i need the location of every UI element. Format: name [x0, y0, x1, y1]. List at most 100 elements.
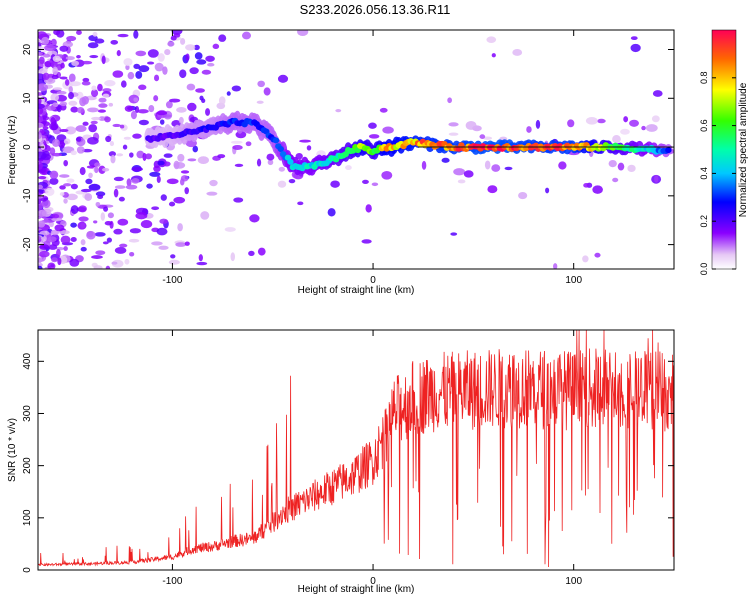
spectrogram-noise-blob	[58, 174, 70, 178]
spectrogram-noise-blob	[38, 161, 43, 170]
spectrogram-noise-blob	[41, 235, 47, 242]
snr-y-ticks: 0 100 200 300 400	[22, 353, 674, 573]
spectrogram-noise-blob	[39, 230, 50, 236]
spectrogram-noise-blob	[171, 30, 183, 35]
spectrogram-noise-blob	[80, 239, 86, 246]
spectrogram-noise-blob	[38, 203, 43, 211]
spectrogram-noise-blob	[159, 218, 168, 224]
spectrogram-noise-blob	[526, 126, 532, 133]
spectrogram-noise-blob	[171, 120, 182, 127]
spectrogram-noise-blob	[206, 191, 218, 196]
spectrogram-noise-blob	[63, 246, 68, 251]
spectrogram-noise-blob	[92, 31, 98, 37]
spectrogram-noise-blob	[335, 108, 342, 113]
spectrogram-noise-blob	[257, 247, 266, 256]
spectrogram-x-ticks: -100 0 100	[162, 30, 582, 286]
spectrogram-noise-blob	[170, 254, 176, 259]
spectrogram-noise-blob	[156, 175, 161, 184]
spectrogram-noise-blob	[44, 44, 56, 52]
spectrogram-y-tick-label: 0	[22, 144, 33, 150]
spectrogram-noise-blob	[184, 241, 190, 246]
spectrogram-noise-blob	[38, 236, 42, 243]
spectrogram-noise-blob	[102, 93, 110, 98]
spectrogram-noise-blob	[109, 141, 115, 147]
spectrogram-noise-blob	[52, 102, 59, 108]
snr-y-label: SNR (10 * v/v)	[7, 418, 18, 482]
spectrogram-noise-blob	[248, 250, 255, 256]
spectrogram-noise-blob	[54, 224, 65, 232]
spectrogram-noise-blob	[88, 172, 93, 179]
spectrogram-noise-blob	[94, 38, 105, 44]
spectrogram-noise-blob	[153, 165, 161, 173]
spectrogram-noise-blob	[123, 58, 133, 66]
spectrogram-noise-blob	[78, 216, 89, 222]
spectrogram-noise-blob	[518, 191, 528, 200]
snr-x-tick-label: 100	[565, 576, 582, 587]
spectrogram-noise-blob	[113, 176, 124, 182]
spectrogram-noise-blob	[68, 100, 78, 106]
spectrogram-noise-blob	[117, 218, 129, 226]
spectrogram-noise-blob	[147, 61, 155, 65]
spectrogram-noise-blob	[382, 126, 394, 134]
spectrogram-noise-blob	[50, 38, 57, 47]
spectrogram-noise-blob	[38, 103, 45, 109]
spectrogram-noise-blob	[89, 54, 99, 59]
spectrogram-noise-blob	[186, 83, 196, 91]
spectrogram-noise-blob	[185, 53, 190, 61]
spectrogram-noise-blob	[448, 122, 459, 127]
spectrogram-noise-blob	[69, 258, 80, 267]
spectrogram-noise-blob	[125, 184, 138, 190]
spectrogram-noise-blob	[50, 93, 59, 102]
spectrogram-noise-blob	[177, 153, 185, 162]
spectrogram-noise-blob	[133, 97, 139, 102]
spectrogram-noise-blob	[163, 153, 173, 158]
spectrogram-noise-blob	[88, 124, 98, 133]
spectrogram-noise-blob	[51, 59, 58, 69]
spectrogram-noise-blob	[76, 146, 85, 154]
spectrogram-noise-blob	[126, 178, 132, 187]
spectrogram-noise-blob	[84, 193, 93, 201]
spectrogram-noise-blob	[189, 67, 199, 75]
spectrogram-noise-blob	[58, 141, 66, 149]
spectrogram-noise-blob	[138, 119, 149, 126]
spectrogram-noise-blob	[79, 167, 86, 176]
spectrogram-noise-blob	[185, 44, 196, 51]
spectrogram-noise-blob	[38, 131, 42, 139]
spectrogram-noise-blob	[86, 230, 96, 240]
spectrogram-noise-blob	[278, 166, 285, 172]
spectrogram-noise-blob	[200, 211, 210, 220]
spectrogram-noise-blob	[138, 65, 150, 73]
spectrogram-noise-blob	[612, 177, 619, 183]
spectrogram-noise-blob	[60, 62, 65, 69]
spectrogram-noise-blob	[38, 97, 42, 105]
spectrogram-x-label: Height of straight line (km)	[298, 285, 415, 296]
spectrogram-noise-blob	[63, 138, 71, 145]
spectrogram-noise-blob	[582, 255, 589, 263]
spectrogram-noise-blob	[49, 170, 59, 180]
spectrogram-noise-blob	[66, 178, 75, 183]
spectrogram-noise-blob	[159, 119, 165, 125]
spectrogram-noise-blob	[371, 182, 379, 187]
spectrogram-noise-blob	[60, 235, 71, 244]
spectrogram-noise-blob	[256, 100, 264, 104]
spectrogram-noise-blob	[651, 115, 660, 123]
spectrogram-noise-blob	[151, 241, 163, 246]
spectrogram-noise-blob	[41, 36, 50, 45]
spectrogram-noise-blob	[277, 74, 289, 83]
spectrogram-noise-blob	[98, 116, 106, 121]
spectrogram-noise-blob	[138, 84, 147, 91]
spectrogram-noise-blob	[162, 161, 171, 167]
spectrogram-noise-blob	[379, 107, 388, 113]
spectrogram-noise-blob	[104, 80, 116, 87]
spectrogram-noise-blob	[567, 119, 575, 128]
spectrogram-noise-blob	[106, 237, 113, 243]
spectrogram-frame	[37, 29, 675, 270]
spectrogram-noise-blob	[68, 91, 74, 100]
spectrogram-noise-blob	[295, 152, 303, 160]
spectrogram-noise-blob	[178, 116, 184, 124]
spectrogram-noise-blob	[133, 63, 141, 69]
colorbar-tick-label: 0.0	[699, 263, 709, 276]
spectrogram-noise-blob	[620, 128, 630, 135]
spectrogram-noise-blob	[42, 53, 51, 58]
spectrogram-noise-blob	[612, 135, 621, 144]
